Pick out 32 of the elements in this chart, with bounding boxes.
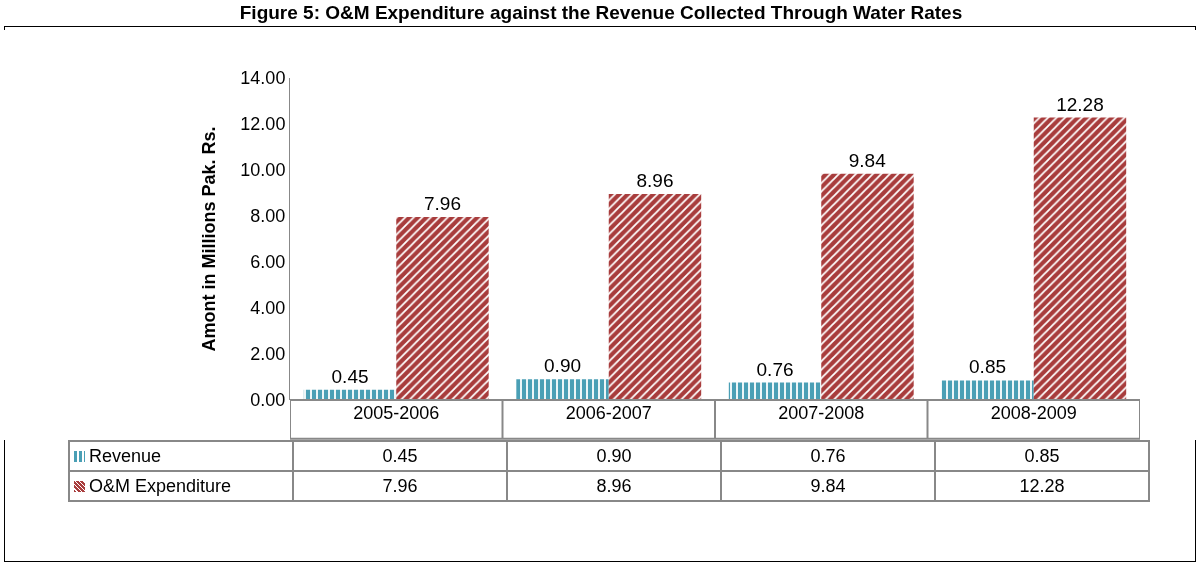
data-label: 0.90 (507, 441, 721, 471)
y-tick-label: 2.00 (250, 344, 286, 365)
y-tick-label: 0.00 (250, 390, 286, 411)
data-label: 0.76 (721, 441, 935, 471)
y-axis-title: Amont in Millions Pak. Rs. (198, 126, 219, 352)
data-label: 7.96 (293, 471, 507, 501)
y-tick-label: 4.00 (250, 298, 286, 319)
data-label: 9.84 (721, 471, 935, 501)
y-tick-label: 14.00 (240, 68, 286, 89)
x-tick-label: 2005-2006 (353, 403, 440, 423)
text: 8.96 (636, 169, 674, 191)
data-label: 12.28 (935, 471, 1149, 501)
text: 9.84 (848, 149, 886, 171)
data-label: 8.96 (507, 471, 721, 501)
text: 0.85 (969, 356, 1007, 378)
chart-title: Figure 5: O&M Expenditure against the Revenue Collected Through Water Rates (238, 2, 964, 24)
legend-label: Revenue (89, 445, 162, 466)
y-tick-label: 10.00 (240, 160, 286, 181)
data-label: 0.45 (293, 441, 507, 471)
y-tick-label: 8.00 (250, 206, 286, 227)
x-tick-label: 2008-2009 (990, 403, 1077, 423)
x-tick-label: 2006-2007 (565, 403, 652, 423)
legend-label: O&M Expenditure (89, 475, 232, 496)
text: 0.76 (756, 358, 794, 380)
y-tick-label: 12.00 (240, 114, 286, 135)
y-tick-label: 6.00 (250, 252, 286, 273)
data-label: 0.85 (935, 441, 1149, 471)
text: 7.96 (423, 192, 461, 214)
text: 0.45 (331, 365, 369, 387)
text: 12.28 (1056, 93, 1104, 115)
text: 0.90 (544, 355, 582, 377)
x-tick-label: 2007-2008 (778, 403, 865, 423)
